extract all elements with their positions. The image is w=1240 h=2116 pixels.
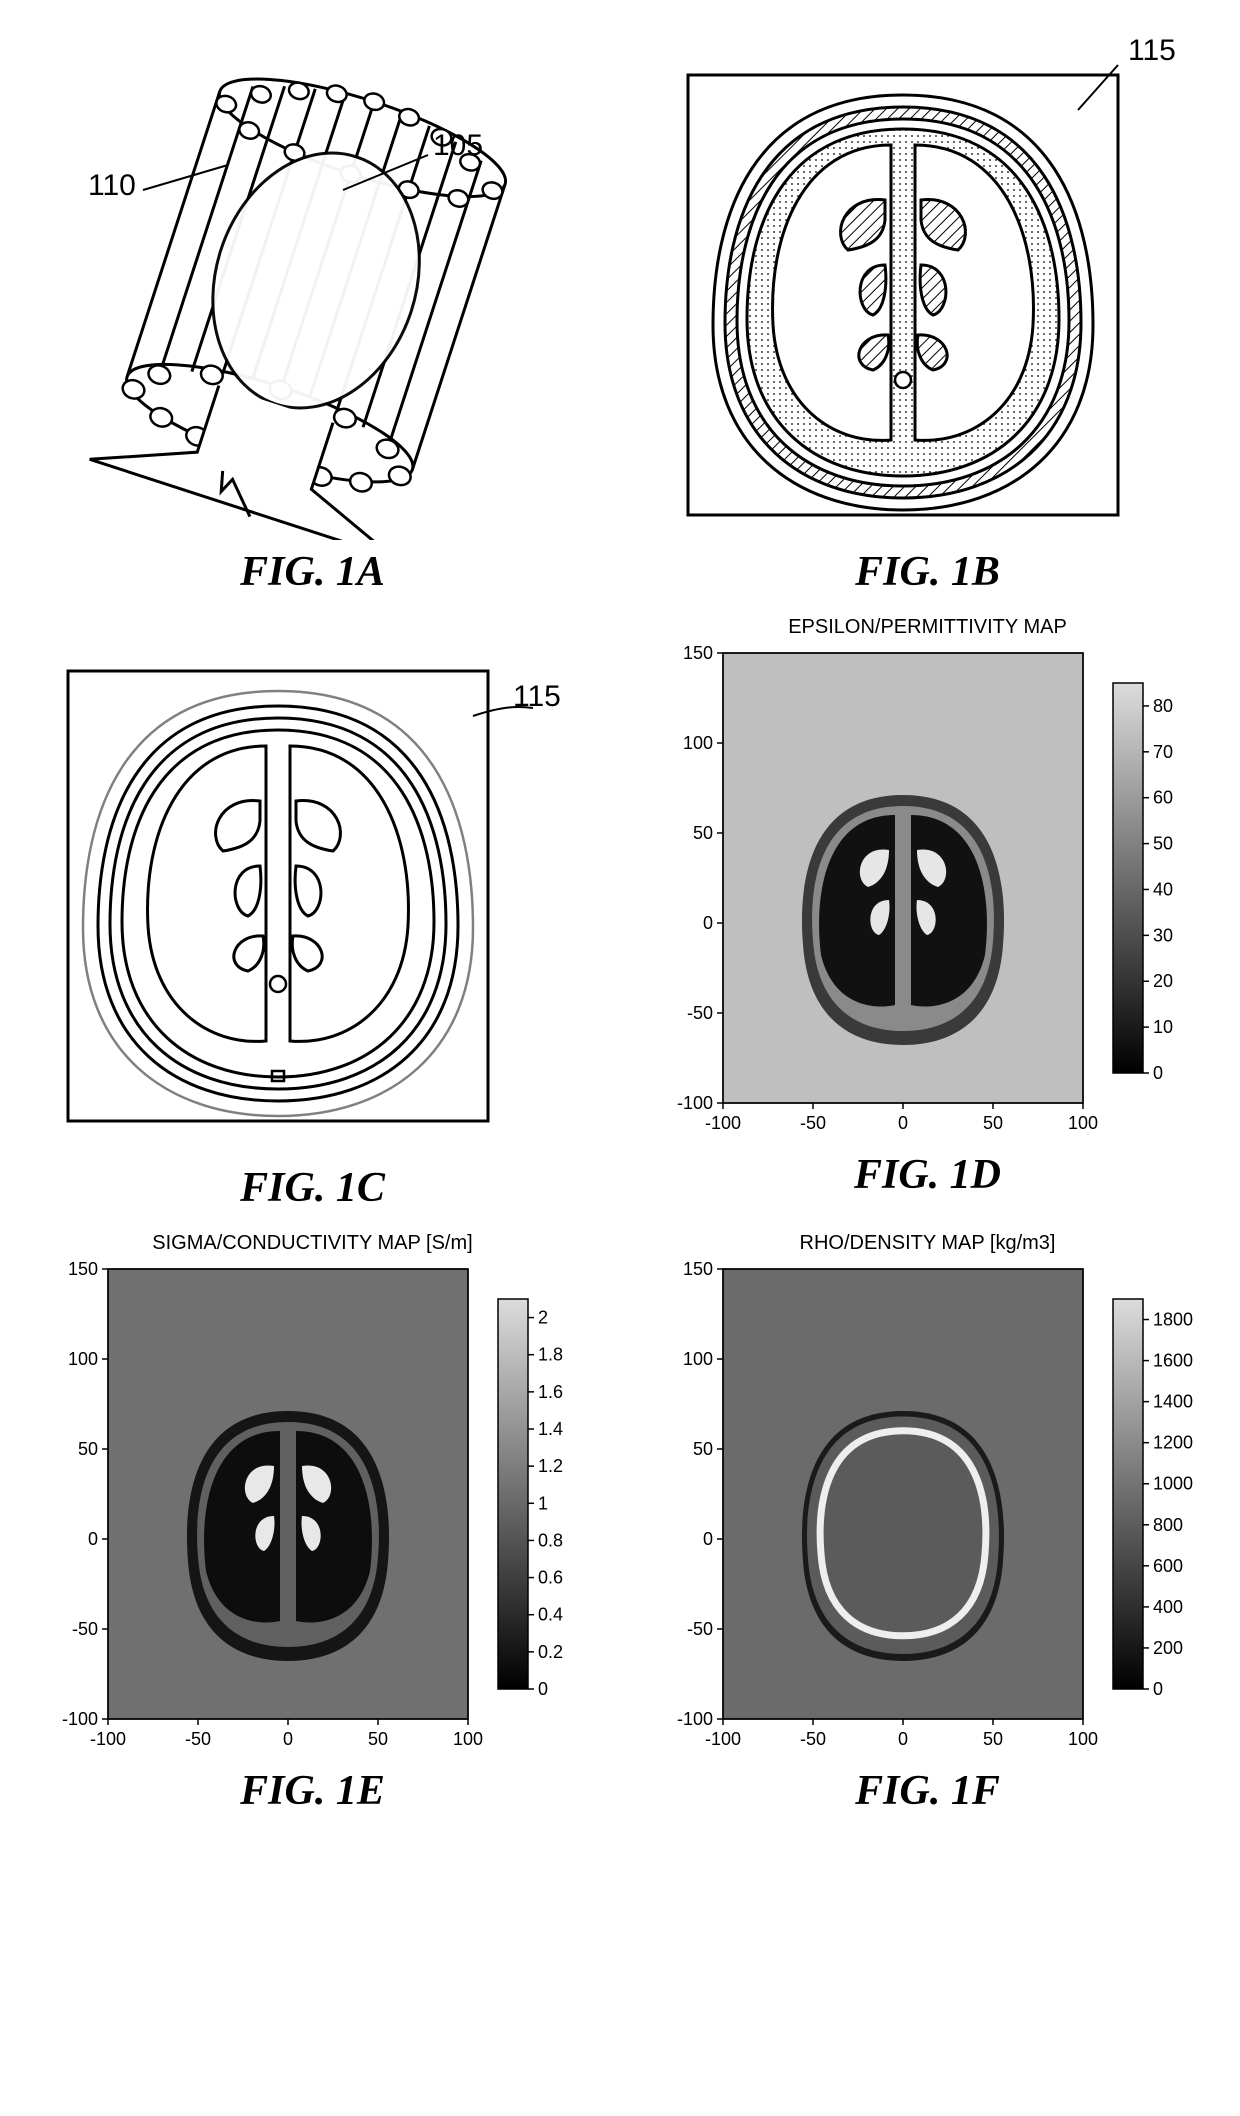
- fig1a-svg: 110 105: [33, 20, 593, 540]
- figure-1c: 115 FIG. 1C: [20, 616, 605, 1212]
- svg-text:150: 150: [682, 643, 712, 663]
- svg-text:100: 100: [1067, 1113, 1097, 1133]
- fig1f-svg: -100 -50 0 50 100 -100 -50 0 50 100 150 0 200 400 600 8…: [638, 1259, 1218, 1759]
- svg-text:100: 100: [682, 733, 712, 753]
- svg-text:150: 150: [682, 1259, 712, 1279]
- svg-text:400: 400: [1153, 1597, 1183, 1617]
- svg-text:1600: 1600: [1153, 1351, 1193, 1371]
- svg-text:0.6: 0.6: [538, 1568, 563, 1588]
- svg-text:-50: -50: [71, 1619, 97, 1639]
- svg-text:2: 2: [538, 1308, 548, 1328]
- svg-text:50: 50: [692, 823, 712, 843]
- svg-text:0.4: 0.4: [538, 1605, 563, 1625]
- caption-1a: FIG. 1A: [240, 548, 385, 596]
- svg-text:150: 150: [67, 1259, 97, 1279]
- figure-1f: RHO/DENSITY MAP [kg/m3] -100-50050100-10…: [635, 1232, 1220, 1815]
- svg-text:0: 0: [702, 1529, 712, 1549]
- svg-text:-100: -100: [676, 1093, 712, 1113]
- fig1d-title: EPSILON/PERMITTIVITY MAP: [788, 616, 1067, 639]
- svg-text:0: 0: [87, 1529, 97, 1549]
- svg-text:0.2: 0.2: [538, 1642, 563, 1662]
- svg-text:1.4: 1.4: [538, 1419, 563, 1439]
- caption-1f: FIG. 1F: [855, 1767, 1000, 1815]
- svg-text:1.6: 1.6: [538, 1382, 563, 1402]
- svg-text:0.8: 0.8: [538, 1530, 563, 1550]
- svg-text:0: 0: [897, 1729, 907, 1749]
- svg-text:30: 30: [1153, 925, 1173, 945]
- svg-text:10: 10: [1153, 1017, 1173, 1037]
- svg-text:40: 40: [1153, 879, 1173, 899]
- svg-text:800: 800: [1153, 1515, 1183, 1535]
- svg-text:-50: -50: [799, 1113, 825, 1133]
- svg-text:-100: -100: [676, 1709, 712, 1729]
- label-115-c: 115: [513, 680, 561, 713]
- svg-text:-100: -100: [704, 1729, 740, 1749]
- svg-text:0: 0: [538, 1679, 548, 1699]
- svg-text:100: 100: [1067, 1729, 1097, 1749]
- svg-text:50: 50: [1153, 834, 1173, 854]
- svg-text:-50: -50: [799, 1729, 825, 1749]
- figure-1d: EPSILON/PERMITTIVITY MAP -100-50050100-1…: [635, 616, 1220, 1212]
- svg-text:1400: 1400: [1153, 1392, 1193, 1412]
- caption-1c: FIG. 1C: [240, 1164, 385, 1212]
- svg-text:100: 100: [682, 1349, 712, 1369]
- svg-text:0: 0: [702, 913, 712, 933]
- fig1c-svg: 115: [43, 616, 583, 1156]
- svg-text:-100: -100: [61, 1709, 97, 1729]
- fig1b-svg: 115: [648, 20, 1208, 540]
- label-115-b: 115: [1128, 34, 1176, 67]
- caption-1e: FIG. 1E: [240, 1767, 385, 1815]
- svg-text:50: 50: [982, 1113, 1002, 1133]
- svg-text:1: 1: [538, 1493, 548, 1513]
- figure-1e: SIGMA/CONDUCTIVITY MAP [S/m] -100 -50 0 50 1…: [20, 1232, 605, 1815]
- figure-1a: 110 105 FIG. 1A: [20, 20, 605, 596]
- caption-1b: FIG. 1B: [855, 548, 1000, 596]
- svg-text:1.8: 1.8: [538, 1345, 563, 1365]
- svg-text:1.2: 1.2: [538, 1456, 563, 1476]
- svg-text:1000: 1000: [1153, 1474, 1193, 1494]
- svg-text:50: 50: [692, 1439, 712, 1459]
- svg-text:-50: -50: [184, 1729, 210, 1749]
- svg-text:-50: -50: [686, 1003, 712, 1023]
- svg-text:0: 0: [1153, 1679, 1163, 1699]
- svg-text:200: 200: [1153, 1638, 1183, 1658]
- svg-text:1800: 1800: [1153, 1310, 1193, 1330]
- fig1f-title: RHO/DENSITY MAP [kg/m3]: [800, 1232, 1056, 1255]
- svg-text:-50: -50: [686, 1619, 712, 1639]
- svg-text:600: 600: [1153, 1556, 1183, 1576]
- svg-text:60: 60: [1153, 788, 1173, 808]
- svg-text:0: 0: [1153, 1063, 1163, 1083]
- svg-text:50: 50: [77, 1439, 97, 1459]
- svg-text:100: 100: [452, 1729, 482, 1749]
- fig1e-svg: -100 -50 0 50 100 -100 -50 0 50 100 150 0 0.2 0.4 0.6 0…: [23, 1259, 603, 1759]
- svg-text:50: 50: [367, 1729, 387, 1749]
- svg-text:1200: 1200: [1153, 1433, 1193, 1453]
- svg-text:0: 0: [897, 1113, 907, 1133]
- fig1e-title: SIGMA/CONDUCTIVITY MAP [S/m]: [152, 1232, 472, 1255]
- label-110: 110: [88, 169, 136, 202]
- svg-text:50: 50: [982, 1729, 1002, 1749]
- svg-text:0: 0: [282, 1729, 292, 1749]
- svg-text:80: 80: [1153, 696, 1173, 716]
- svg-text:-100: -100: [704, 1113, 740, 1133]
- fig1d-svg: -100 -50 0 50 100 -100 -50 0 50 100 150 0 10 20 30 40 50…: [638, 643, 1218, 1143]
- svg-text:70: 70: [1153, 742, 1173, 762]
- svg-text:-100: -100: [89, 1729, 125, 1749]
- figure-1b: 115 FIG. 1B: [635, 20, 1220, 596]
- caption-1d: FIG. 1D: [854, 1151, 1001, 1199]
- svg-text:20: 20: [1153, 971, 1173, 991]
- svg-text:100: 100: [67, 1349, 97, 1369]
- label-105: 105: [433, 129, 483, 162]
